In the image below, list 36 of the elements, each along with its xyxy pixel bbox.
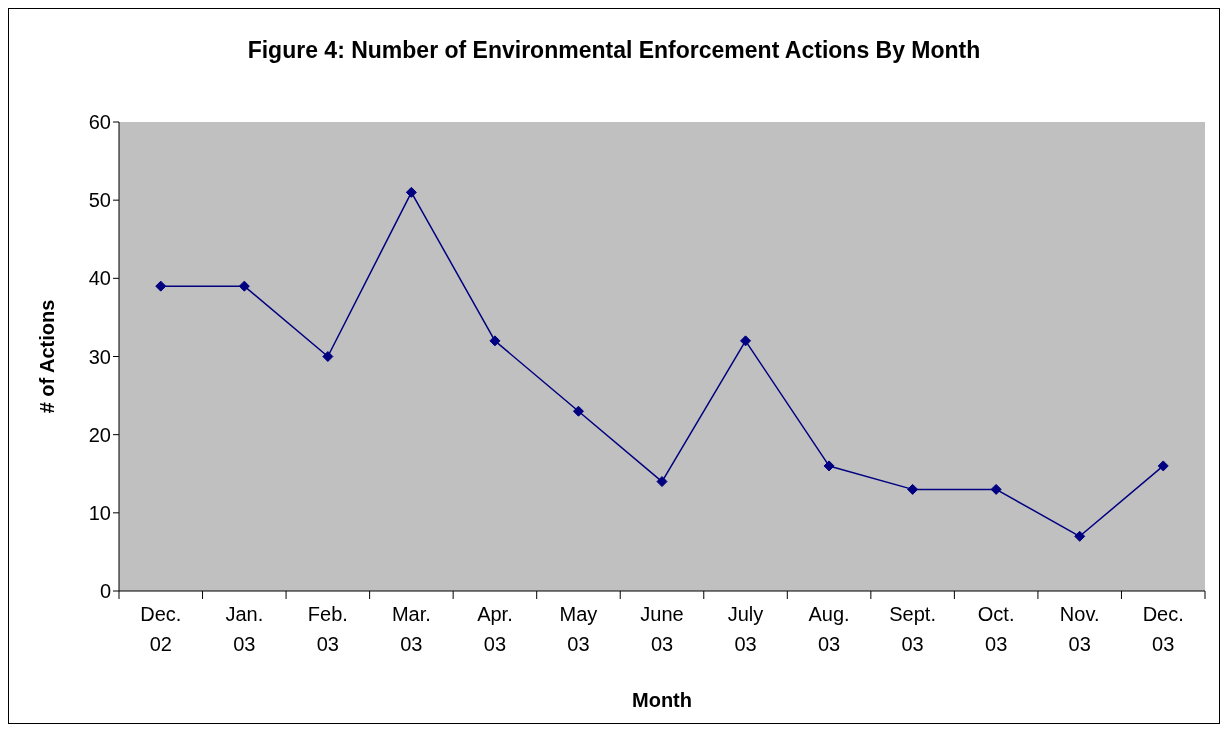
y-tick-label: 50 (88, 189, 111, 212)
y-axis-title: # of Actions (36, 299, 59, 414)
x-tick-label: Dec. 03 (1142, 603, 1184, 655)
point (740, 335, 752, 347)
point (405, 186, 417, 198)
x-tick-label: Mar. 03 (391, 603, 431, 655)
x-axis-title: Month (632, 689, 692, 711)
x-tick-label: Aug. 03 (808, 603, 850, 655)
chart-title: Figure 4: Number of Environmental Enforcement Actions By Month (246, 37, 982, 64)
point (990, 483, 1002, 495)
x-tick-label: May 03 (559, 603, 598, 655)
x-tick-label: June 03 (640, 603, 684, 655)
point (1074, 530, 1086, 542)
y-tick-label: 0 (99, 580, 111, 603)
x-tick-label: Dec. 02 (140, 603, 182, 655)
y-tick-label: 10 (88, 501, 111, 524)
point (823, 460, 835, 472)
point (238, 280, 250, 292)
y-tick-label: 40 (88, 267, 111, 290)
point (322, 351, 334, 362)
point (1157, 460, 1169, 472)
point (907, 483, 919, 495)
x-tick-label: Sept. 03 (889, 603, 936, 655)
y-tick-label: 30 (88, 345, 111, 368)
x-tick-label: Jan. 03 (225, 603, 264, 655)
x-tick-label: Nov. 03 (1059, 603, 1100, 655)
point (656, 476, 668, 488)
x-tick-label: Apr. 03 (477, 603, 513, 655)
y-tick-label: 20 (88, 423, 111, 446)
point (155, 280, 167, 292)
x-tick-label: Feb. 03 (307, 603, 348, 655)
point (489, 335, 501, 347)
x-tick-label: Oct. 03 (977, 603, 1015, 655)
point (572, 405, 584, 417)
x-tick-label: July 03 (727, 603, 764, 655)
y-tick-label: 60 (88, 111, 111, 134)
